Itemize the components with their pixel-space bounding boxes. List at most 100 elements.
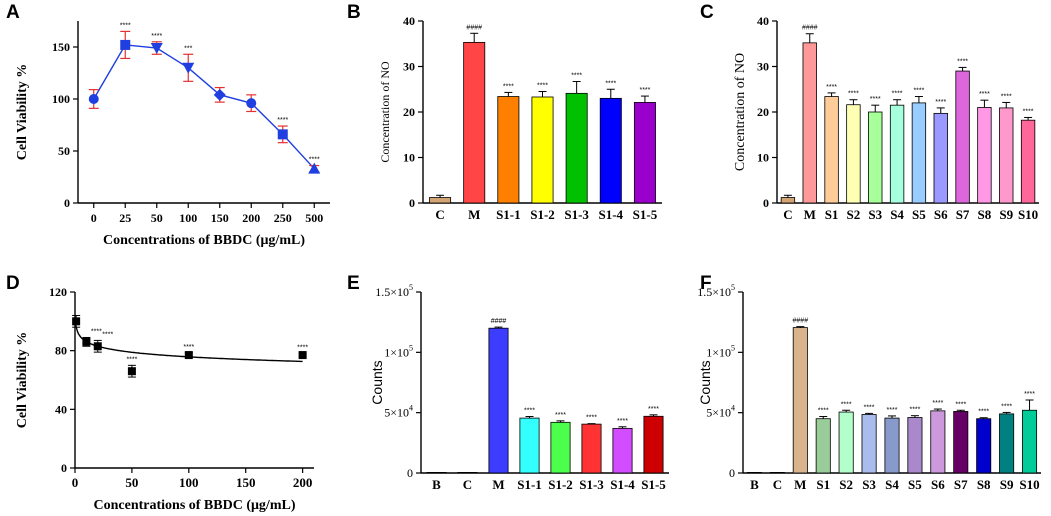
x-tick-label: S1-5: [641, 477, 666, 492]
bar: [884, 417, 900, 474]
y-tick-label: 40: [757, 14, 769, 28]
y-tick-label: 10: [757, 151, 769, 165]
x-tick-label: S1-4: [610, 477, 635, 492]
significance-label: ****: [818, 408, 829, 415]
significance-label: ****: [537, 83, 548, 90]
significance-label: ****: [932, 400, 943, 407]
data-point: [298, 351, 307, 360]
x-tick-label: S3: [868, 207, 882, 222]
significance-label: ****: [639, 87, 650, 94]
x-tick-label: S6: [931, 477, 945, 492]
bar: [550, 421, 571, 474]
significance-label: ****: [102, 331, 113, 338]
x-tick-label: S1-2: [548, 477, 573, 492]
significance-label: ****: [586, 415, 597, 422]
significance-label: ****: [183, 344, 194, 351]
bar: [612, 427, 633, 474]
bar: [565, 92, 588, 204]
data-point: [182, 62, 195, 74]
x-tick-label: M: [794, 477, 806, 492]
series-line: [93, 44, 315, 170]
y-axis-label: Concentration of NO: [733, 53, 748, 171]
panel-label: A: [6, 2, 20, 23]
x-tick-label: S1: [816, 477, 830, 492]
x-tick-label: S2: [839, 477, 853, 492]
y-tick-label: 50: [58, 144, 70, 158]
bar: [769, 471, 785, 474]
bar: [643, 415, 664, 474]
bar: [746, 471, 762, 474]
x-tick-label: 150: [211, 211, 229, 225]
x-tick-label: S2: [847, 207, 861, 222]
bar: [930, 410, 946, 474]
y-tick-label: 1×105: [706, 343, 735, 359]
x-tick-label: 150: [236, 475, 256, 490]
x-tick-label: 200: [242, 211, 260, 225]
bar: [497, 96, 520, 204]
x-tick-label: S9: [1000, 477, 1014, 492]
bar: [955, 70, 970, 204]
bar: [457, 471, 478, 474]
significance-label: ****: [120, 22, 131, 29]
x-tick-label: S1-3: [564, 207, 589, 222]
x-tick-label: S4: [885, 477, 899, 492]
bar: [429, 197, 452, 204]
bar: [976, 418, 992, 474]
panel-label: C: [700, 2, 714, 23]
significance-label: ****: [848, 91, 859, 98]
y-tick-label-exponent: 5: [409, 343, 413, 352]
bar: [780, 197, 796, 204]
bar: [519, 417, 540, 474]
x-tick-label: M: [468, 207, 480, 222]
data-point: [72, 317, 81, 326]
x-tick-label: S5: [908, 477, 922, 492]
y-tick-label: 20: [757, 105, 769, 119]
bar: [531, 96, 554, 204]
x-tick-label: M: [804, 207, 816, 222]
x-tick-label: S10: [1018, 207, 1038, 222]
significance-label: ***: [184, 45, 192, 52]
data-point: [127, 367, 136, 376]
significance-label: ####: [491, 318, 507, 325]
significance-label: ****: [555, 412, 566, 419]
x-tick-label: S1-1: [517, 477, 542, 492]
x-tick-label: S4: [890, 207, 904, 222]
bar: [802, 42, 817, 204]
significance-label: ****: [841, 401, 852, 408]
x-tick-label: S6: [934, 207, 948, 222]
bar: [861, 414, 877, 474]
bar: [426, 471, 447, 474]
y-axis-label: Counts: [369, 360, 385, 404]
bar: [581, 423, 602, 474]
significance-label: ****: [648, 406, 659, 413]
data-point: [184, 351, 193, 360]
significance-label: ****: [297, 345, 308, 352]
significance-label: ****: [935, 99, 946, 106]
y-tick-label-base: 1.5×10: [697, 285, 731, 299]
y-tick-label: 40: [55, 402, 67, 416]
data-point: [93, 342, 102, 351]
significance-label: ****: [151, 33, 162, 40]
y-tick-label: 80: [55, 344, 67, 358]
x-tick-label: S1-1: [496, 207, 521, 222]
bar: [999, 413, 1015, 474]
significance-label: ****: [617, 418, 628, 425]
y-tick-label-base: 5×10: [384, 406, 409, 420]
significance-label: ****: [909, 407, 920, 414]
y-tick-label: 120: [49, 285, 67, 299]
y-tick-label-exponent: 4: [731, 404, 735, 413]
bar: [463, 41, 486, 204]
significance-label: ****: [955, 401, 966, 408]
bar: [633, 102, 656, 204]
x-tick-label: 50: [151, 211, 163, 225]
x-tick-label: S8: [977, 477, 991, 492]
x-tick-label: 250: [274, 211, 292, 225]
x-tick-label: C: [773, 477, 782, 492]
bar: [977, 107, 992, 204]
bar: [488, 327, 509, 474]
y-tick-label: 40: [403, 14, 415, 28]
y-tick-label-base: 0: [729, 466, 735, 480]
